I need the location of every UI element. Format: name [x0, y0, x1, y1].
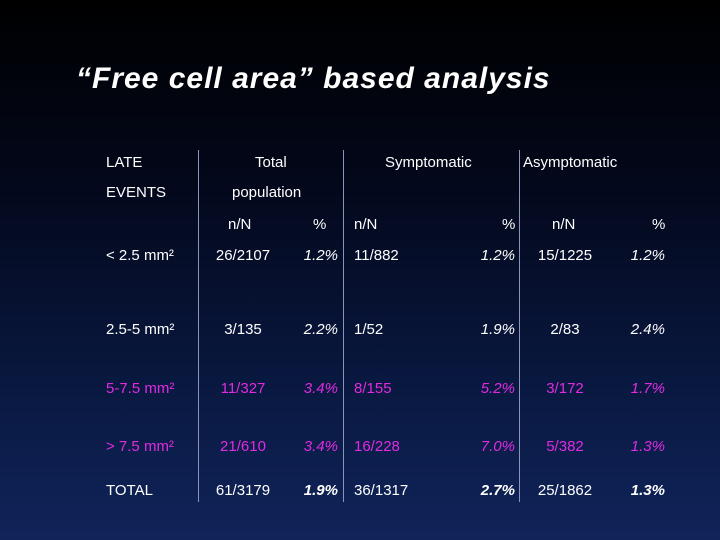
cell-total-nn: 26/2107 — [215, 247, 271, 264]
subheader-asym-pct: % — [652, 216, 666, 233]
row-label: 5-7.5 mm² — [106, 380, 175, 397]
cell-total-nn: 21/610 — [220, 438, 266, 455]
cell-sym-pct: 7.0% — [480, 438, 515, 455]
cell-asym-pct: 2.4% — [630, 321, 665, 338]
subheader-total-nn: n/N — [228, 216, 252, 233]
header-total: Total — [255, 154, 287, 171]
cell-total-pct: 3.4% — [303, 438, 338, 455]
cell-asym-pct: 1.7% — [630, 380, 665, 397]
row-label: < 2.5 mm² — [106, 247, 174, 264]
header-symptomatic: Symptomatic — [385, 154, 472, 171]
cell-total-pct: 1.2% — [303, 247, 338, 264]
cell-sym-nn: 36/1317 — [354, 482, 409, 499]
subheader-total-pct: % — [313, 216, 327, 233]
header-late: LATE — [106, 154, 143, 171]
subheader-asym-nn: n/N — [552, 216, 576, 233]
cell-sym-nn: 11/882 — [354, 247, 399, 264]
row-label: 2.5-5 mm² — [106, 321, 175, 338]
row-label: > 7.5 mm² — [106, 438, 174, 455]
cell-asym-nn: 2/83 — [550, 321, 580, 338]
cell-total-pct: 3.4% — [303, 380, 338, 397]
cell-asym-pct: 1.2% — [630, 247, 665, 264]
cell-sym-pct: 1.2% — [480, 247, 515, 264]
cell-sym-nn: 8/155 — [354, 380, 392, 397]
cell-total-pct: 2.2% — [303, 321, 338, 338]
cell-sym-nn: 16/228 — [354, 438, 400, 455]
column-divider — [343, 150, 344, 502]
column-divider — [519, 150, 520, 502]
header-events: EVENTS — [106, 184, 167, 201]
row-label-total: TOTAL — [106, 482, 153, 499]
cell-total-nn: 61/3179 — [215, 482, 271, 499]
cell-asym-pct: 1.3% — [630, 482, 665, 499]
cell-sym-pct: 1.9% — [480, 321, 515, 338]
cell-asym-nn: 15/1225 — [537, 247, 593, 264]
cell-asym-nn: 3/172 — [546, 380, 584, 397]
cell-total-pct: 1.9% — [303, 482, 338, 499]
cell-asym-nn: 5/382 — [546, 438, 584, 455]
cell-sym-nn: 1/52 — [354, 321, 384, 338]
slide-title: “Free cell area” based analysis — [76, 62, 551, 95]
cell-sym-pct: 5.2% — [480, 380, 515, 397]
cell-asym-nn: 25/1862 — [537, 482, 593, 499]
header-asymptomatic: Asymptomatic — [523, 154, 618, 171]
header-population: population — [232, 184, 302, 201]
subheader-sym-nn: n/N — [354, 216, 378, 233]
column-divider — [198, 150, 199, 502]
cell-asym-pct: 1.3% — [630, 438, 665, 455]
cell-total-nn: 11/327 — [220, 380, 266, 397]
cell-sym-pct: 2.7% — [480, 482, 515, 499]
subheader-sym-pct: % — [502, 216, 516, 233]
cell-total-nn: 3/135 — [224, 321, 262, 338]
